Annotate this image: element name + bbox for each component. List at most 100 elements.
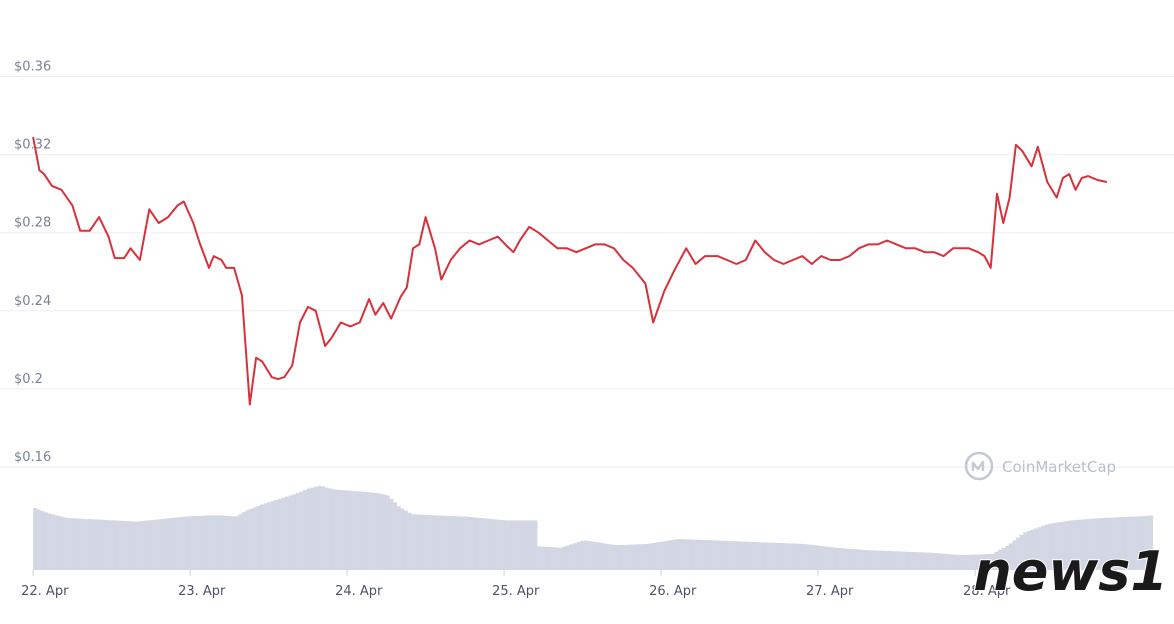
volume-bar: [137, 521, 142, 570]
volume-bar: [688, 539, 693, 570]
volume-bar: [339, 490, 344, 570]
volume-bar: [972, 554, 977, 570]
volume-bar: [259, 504, 264, 570]
volume-bar: [205, 515, 210, 570]
y-tick-label: $0.24: [14, 294, 51, 309]
price-series: [32, 136, 1108, 406]
volume-bar: [115, 520, 120, 570]
volume-bar: [54, 515, 59, 570]
volume-bar: [547, 547, 552, 570]
volume-bar: [580, 540, 585, 570]
volume-bar: [933, 553, 938, 570]
volume-bar: [954, 554, 959, 570]
volume-bar: [810, 544, 815, 570]
volume-bar: [263, 503, 268, 570]
volume-bar: [87, 519, 92, 570]
volume-bar: [126, 521, 131, 570]
volume-bar: [249, 508, 254, 570]
x-tick-label: 26. Apr: [649, 584, 697, 599]
volume-bar: [457, 516, 462, 570]
volume-bar: [1102, 517, 1107, 570]
volume-bar: [36, 509, 41, 570]
volume-bar: [882, 550, 887, 570]
volume-bar: [1062, 521, 1067, 570]
coinmarketcap-logo-icon: [964, 451, 994, 481]
volume-bar: [587, 541, 592, 570]
volume-bar: [630, 544, 635, 570]
volume-bar: [223, 515, 228, 570]
volume-bar: [637, 544, 642, 570]
volume-bar: [839, 548, 844, 570]
x-tick-label: 24. Apr: [335, 584, 383, 599]
volume-bar: [1080, 519, 1085, 570]
volume-bar: [1001, 547, 1006, 570]
volume-bar: [389, 498, 394, 570]
volume-bar: [760, 542, 765, 570]
volume-bar: [900, 551, 905, 570]
volume-bar: [151, 519, 156, 570]
volume-bar: [1033, 528, 1038, 570]
volume-bar: [598, 542, 603, 570]
volume-bar: [382, 494, 387, 570]
volume-bar: [670, 540, 675, 570]
volume-bar: [533, 520, 538, 570]
volume-bar: [177, 517, 182, 570]
volume-bar: [105, 520, 110, 570]
volume-bar: [1005, 545, 1010, 570]
volume-bar: [61, 517, 66, 570]
volume-bar: [789, 543, 794, 570]
volume-bar: [904, 551, 909, 570]
volume-bar: [1015, 537, 1020, 570]
volume-bar: [130, 521, 135, 570]
volume-bar: [526, 520, 531, 570]
volume-bar: [868, 550, 873, 570]
volume-bar: [825, 546, 830, 570]
volume-bar: [357, 491, 362, 570]
volume-bar: [270, 501, 275, 570]
volume-bar: [213, 515, 218, 570]
volume-bar: [846, 548, 851, 570]
volume-bar: [814, 545, 819, 570]
volume-bar: [843, 548, 848, 570]
volume-bar: [155, 519, 160, 570]
volume-bar: [411, 514, 416, 570]
volume-bar: [720, 540, 725, 570]
volume-bar: [781, 543, 786, 570]
x-tick-label: 22. Apr: [21, 584, 69, 599]
volume-bar: [922, 552, 927, 570]
volume-bar: [234, 516, 239, 570]
volume-bar: [1095, 518, 1100, 570]
volume-bar: [1131, 516, 1136, 570]
volume-bar: [1091, 518, 1096, 570]
volume-bar: [555, 547, 560, 570]
volume-bar: [529, 520, 534, 570]
volume-bar: [763, 542, 768, 570]
volume-bar: [591, 541, 596, 570]
volume-bar: [1066, 520, 1071, 570]
volume-bar: [123, 521, 128, 570]
volume-bar: [619, 544, 624, 570]
volume-bar: [1037, 527, 1042, 570]
volume-bar: [295, 492, 300, 570]
volume-bar: [853, 549, 858, 570]
volume-bar: [864, 550, 869, 570]
x-tick-label: 28. Apr: [963, 584, 1011, 599]
watermark-text: CoinMarketCap: [1002, 458, 1116, 476]
volume-bar: [94, 519, 99, 570]
volume-bar: [310, 487, 315, 570]
volume-bar: [101, 519, 106, 570]
volume-bar: [969, 554, 974, 570]
volume-bar: [425, 515, 430, 570]
volume-bar: [346, 490, 351, 570]
volume-bar: [807, 544, 812, 570]
volume-bar: [785, 543, 790, 570]
volume-bar: [979, 554, 984, 570]
volume-bar: [202, 515, 207, 570]
volume-bar: [79, 518, 84, 570]
volume-bar: [191, 516, 196, 570]
volume-bar: [364, 492, 369, 570]
volume-bar: [767, 542, 772, 570]
x-tick-label: 27. Apr: [806, 584, 854, 599]
volume-bar: [216, 515, 221, 570]
